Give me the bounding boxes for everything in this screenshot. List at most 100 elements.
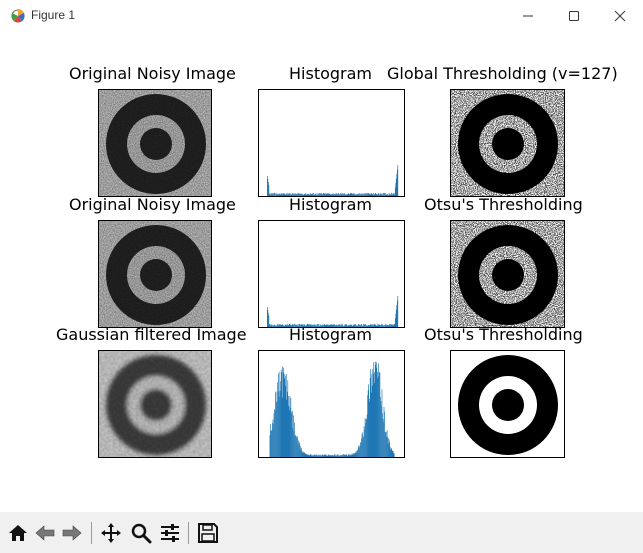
histogram-bar <box>297 193 298 196</box>
histogram-bar <box>290 324 292 327</box>
histogram-bar <box>343 454 345 457</box>
pan-icon <box>101 523 121 543</box>
histogram-bar <box>315 454 317 457</box>
save-button[interactable] <box>195 520 221 546</box>
histogram-bar <box>280 324 282 327</box>
configure-subplots-button[interactable] <box>157 520 183 546</box>
figure-canvas[interactable]: Original Noisy Image Histogram Global Th… <box>0 32 643 512</box>
histogram-bar <box>375 364 377 457</box>
histogram-bar <box>381 324 383 327</box>
histogram-bar <box>373 194 375 196</box>
histogram-bar <box>338 455 339 457</box>
histogram-bar <box>376 194 378 196</box>
histogram-bar <box>298 192 300 196</box>
histogram-bar <box>292 427 294 457</box>
histogram-bar <box>377 323 379 327</box>
histogram-bar <box>337 193 338 196</box>
histogram-bar <box>363 436 364 457</box>
histogram-bar <box>343 193 344 196</box>
histogram-bar <box>333 455 335 457</box>
histogram-bar <box>371 324 373 327</box>
histogram-bar <box>310 194 312 196</box>
histogram-bar <box>379 372 380 457</box>
histogram-bar <box>360 324 362 327</box>
histogram-bar <box>337 454 339 457</box>
histogram-bar <box>314 324 316 327</box>
pan-button[interactable] <box>98 520 124 546</box>
histogram-bar <box>311 193 313 196</box>
histogram-bar <box>289 323 290 327</box>
histogram-bar <box>325 193 326 196</box>
histogram-bar <box>315 325 317 327</box>
histogram-bar <box>322 455 324 457</box>
histogram-bar <box>394 318 396 327</box>
histogram-bar <box>362 437 364 457</box>
histogram-bar <box>369 378 371 457</box>
home-button[interactable] <box>5 520 31 546</box>
histogram-bar <box>280 193 282 196</box>
histogram-bar <box>290 397 292 457</box>
histogram-bar <box>319 193 321 196</box>
histogram-bar <box>341 455 342 457</box>
histogram-bar <box>379 372 381 457</box>
maximize-button[interactable] <box>551 0 597 32</box>
histogram-bar <box>283 193 285 196</box>
histogram-bar <box>349 324 351 327</box>
histogram-bar <box>287 194 289 196</box>
histogram-bar <box>353 453 355 457</box>
histogram-bar <box>297 436 298 457</box>
histogram-bar <box>336 455 337 457</box>
histogram-bar <box>349 455 351 457</box>
back-button[interactable] <box>32 520 58 546</box>
forward-button[interactable] <box>59 520 85 546</box>
histogram-bar <box>275 391 277 457</box>
histogram-bar <box>330 454 332 457</box>
histogram-bar <box>371 193 373 196</box>
histogram-bar <box>306 455 308 457</box>
histogram-bar <box>326 455 328 457</box>
histogram-bar <box>342 454 343 457</box>
histogram-bar <box>272 419 274 457</box>
histogram-bar <box>268 185 270 196</box>
histogram-bar <box>320 455 321 457</box>
histogram-bar <box>339 194 340 196</box>
histogram-bar <box>331 454 333 457</box>
histogram-bar <box>393 193 395 196</box>
histogram-bar <box>356 453 357 457</box>
histogram-bar <box>281 372 282 457</box>
histogram-bar <box>289 395 291 457</box>
close-button[interactable] <box>597 0 643 32</box>
histogram-bar <box>315 455 316 457</box>
histogram-bar <box>308 455 310 457</box>
histogram-bar <box>318 324 319 327</box>
histogram-bar <box>383 422 384 457</box>
histogram-bar <box>332 324 334 327</box>
histogram-bar <box>308 324 310 327</box>
histogram-bar <box>343 325 345 327</box>
histogram-bar <box>290 325 291 327</box>
minimize-button[interactable] <box>505 0 551 32</box>
histogram-bar <box>271 430 273 457</box>
histogram-bar <box>378 363 379 457</box>
histogram-bar <box>357 325 358 327</box>
histogram-bar <box>366 418 367 457</box>
histogram-bar <box>275 325 277 327</box>
histogram-bar <box>329 324 331 327</box>
histogram-bar <box>313 325 315 327</box>
histogram-bar <box>312 324 313 327</box>
histogram-bar <box>384 431 386 457</box>
configure-subplots-icon <box>161 524 179 542</box>
zoom-button[interactable] <box>128 520 154 546</box>
histogram-bar <box>320 193 321 196</box>
histogram-bar <box>294 192 296 196</box>
histogram-bar <box>277 323 278 327</box>
histogram-bar <box>355 194 357 196</box>
row1-histogram <box>258 89 405 197</box>
row1-threshold-title: Global Thresholding (v=127) <box>387 64 618 83</box>
histogram-bar <box>299 193 300 196</box>
histogram-bar <box>326 325 328 327</box>
histogram-bar <box>300 324 302 327</box>
row2-histogram <box>258 220 405 328</box>
histogram-bar <box>330 194 332 196</box>
histogram-bar <box>360 194 361 196</box>
